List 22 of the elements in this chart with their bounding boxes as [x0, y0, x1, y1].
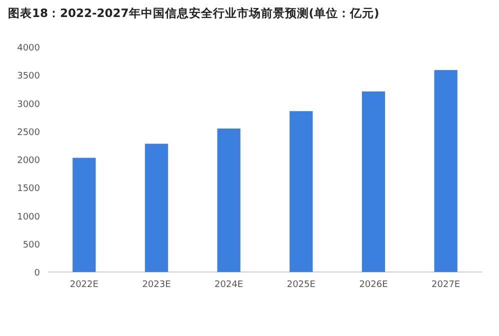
- y-tick-label: 500: [22, 240, 40, 250]
- bar: [362, 91, 386, 272]
- x-tick-label: 2026E: [359, 280, 388, 290]
- bar: [72, 158, 96, 272]
- x-tick-label: 2023E: [142, 280, 172, 290]
- y-tick-label: 2000: [17, 156, 40, 166]
- y-tick-label: 3000: [17, 100, 40, 110]
- bar: [434, 70, 458, 272]
- bar: [290, 111, 313, 272]
- bar: [217, 128, 240, 272]
- y-tick-label: 1500: [17, 184, 40, 194]
- y-tick-label: 2500: [17, 128, 40, 138]
- x-tick-label: 2024E: [214, 280, 244, 290]
- x-tick-label: 2022E: [70, 280, 99, 290]
- chart-title: 图表18：2022-2027年中国信息安全行业市场前景预测(单位：亿元): [8, 6, 380, 20]
- y-tick-label: 1000: [17, 212, 40, 222]
- y-tick-label: 4000: [17, 44, 40, 54]
- x-tick-label: 2027E: [432, 280, 460, 290]
- y-tick-label: 3500: [17, 72, 40, 82]
- bar: [144, 144, 168, 272]
- y-tick-label: 0: [34, 268, 40, 278]
- x-tick-label: 2025E: [286, 280, 316, 290]
